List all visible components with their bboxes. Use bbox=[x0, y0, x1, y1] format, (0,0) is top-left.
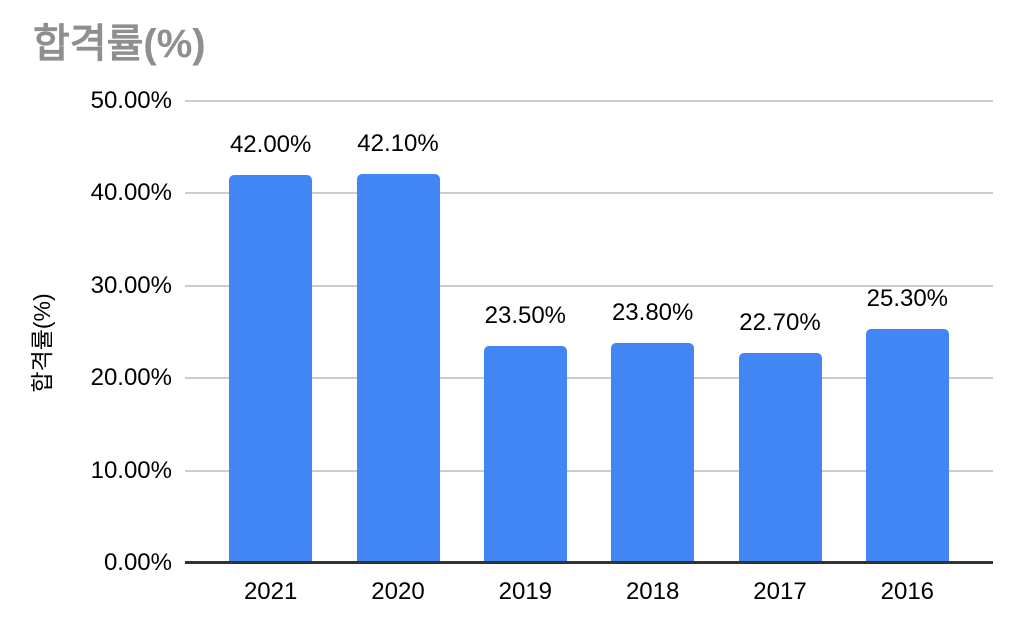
x-tick-label: 2020 bbox=[371, 578, 425, 605]
x-axis-baseline bbox=[185, 561, 993, 564]
bar-value-label: 22.70% bbox=[739, 309, 821, 337]
gridline bbox=[185, 192, 993, 195]
y-tick-label: 50.00% bbox=[90, 87, 172, 114]
bar bbox=[229, 174, 313, 563]
bar bbox=[865, 329, 949, 563]
x-tick-label: 2019 bbox=[498, 578, 553, 605]
y-tick-label: 30.00% bbox=[90, 271, 172, 299]
bar bbox=[738, 353, 822, 563]
gridline bbox=[185, 284, 993, 287]
bar-value-label: 42.00% bbox=[229, 130, 312, 158]
y-tick-label: 20.00% bbox=[90, 364, 172, 392]
bar bbox=[356, 174, 440, 563]
bar-value-label: 42.10% bbox=[357, 129, 439, 157]
plot-area bbox=[185, 100, 993, 564]
x-tick-label: 2017 bbox=[753, 578, 807, 605]
y-tick-label: 40.00% bbox=[90, 179, 172, 207]
gridline bbox=[185, 100, 993, 102]
bar-value-label: 23.50% bbox=[484, 301, 567, 329]
x-tick-label: 2018 bbox=[625, 578, 680, 605]
bar-value-label: 23.80% bbox=[611, 299, 694, 327]
bar bbox=[483, 345, 567, 563]
x-tick-label: 2021 bbox=[243, 578, 298, 605]
y-tick-label: 0.00% bbox=[103, 549, 172, 576]
y-tick-label: 10.00% bbox=[90, 456, 172, 484]
bar bbox=[611, 343, 695, 563]
gridline bbox=[185, 377, 993, 380]
gridline bbox=[185, 469, 993, 472]
bar-value-label: 25.30% bbox=[866, 285, 949, 313]
x-tick-label: 2016 bbox=[880, 578, 935, 605]
chart-title: 합격률(%) bbox=[33, 22, 206, 66]
